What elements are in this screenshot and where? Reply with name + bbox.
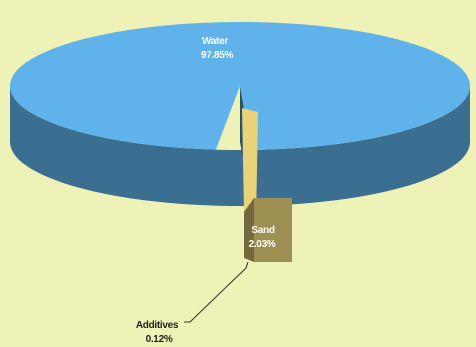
water-slice-side xyxy=(10,86,470,206)
sand-category-label: Sand xyxy=(251,225,274,236)
water-slice xyxy=(9,21,470,150)
sand-slice xyxy=(242,108,258,222)
sand-slice-edge xyxy=(244,198,254,262)
water-value-label: 97.85% xyxy=(201,50,234,61)
sand-slice-side xyxy=(254,198,292,262)
additives-category-label: Additives xyxy=(136,320,179,331)
additives-value-label: 0.12% xyxy=(146,334,173,345)
sand-value-label: 2.03% xyxy=(249,239,276,250)
water-category-label: Water xyxy=(202,36,228,47)
additives-leader-line xyxy=(184,261,249,323)
